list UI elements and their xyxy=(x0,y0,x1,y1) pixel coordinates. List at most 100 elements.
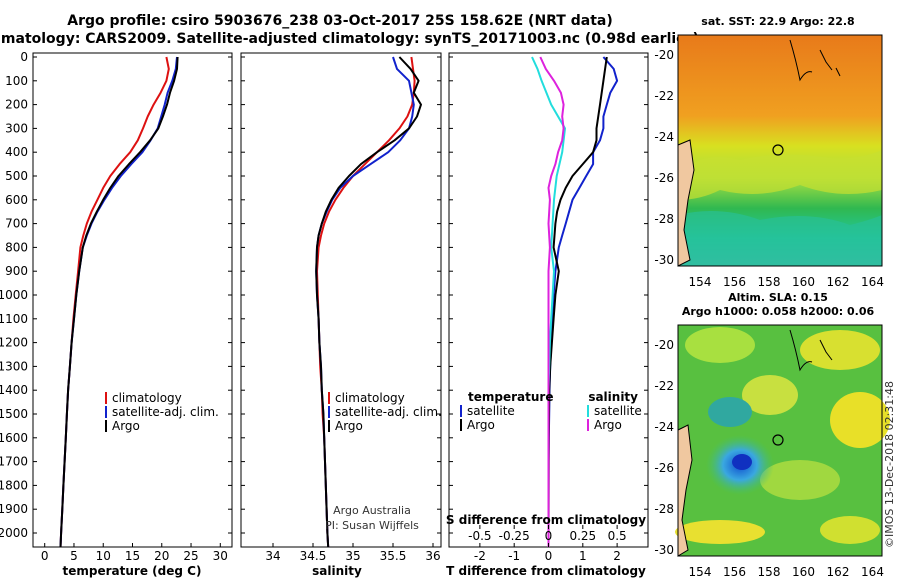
watermark: ©IMOS 13-Dec-2018 02:31:48 xyxy=(883,381,896,548)
s-tick-label: -0.5 xyxy=(468,529,491,543)
reef-outlines xyxy=(789,329,833,372)
legend-satellite-label: satellite-adj. clim. xyxy=(112,405,219,419)
depth-tick-label: 1700 xyxy=(0,455,28,469)
sla-map-title2: Argo h1000: 0.058 h2000: 0.06 xyxy=(682,305,875,318)
credit-line2: PI: Susan Wijffels xyxy=(325,519,419,532)
sla-lon-labels: 154 156 158 160 162 164 xyxy=(689,565,884,579)
series-line-climatology xyxy=(59,56,170,547)
salinity-panel-frame xyxy=(240,52,442,548)
lat-label: -20 xyxy=(654,338,674,352)
lon-label: 156 xyxy=(723,565,746,579)
series-line-satellite-adj-clim- xyxy=(59,56,178,547)
sst-map: sat. SST: 22.9 Argo: 22.8 -20-22-24-26-2… xyxy=(654,15,884,289)
series-line-argo xyxy=(59,56,179,547)
series-line-s-argo xyxy=(539,56,565,547)
figure-title-line1: Argo profile: csiro 5903676_238 03-Oct-2… xyxy=(67,13,613,29)
sla-patch xyxy=(675,520,765,544)
legend-t-satellite-label: satellite xyxy=(467,404,515,418)
depth-tick-label: 1000 xyxy=(0,288,28,302)
lon-label: 162 xyxy=(827,275,850,289)
lat-label: -28 xyxy=(654,502,674,516)
depth-tick-label: 300 xyxy=(5,121,28,135)
reef-outlines xyxy=(789,39,841,82)
series-line-argo xyxy=(315,56,422,547)
s-tick-label: 0 xyxy=(545,529,553,543)
series-line-satellite-adj-clim- xyxy=(315,56,415,547)
depth-tick-label: 700 xyxy=(5,217,28,231)
sla-map: Altim. SLA: 0.15 Argo h1000: 0.058 h2000… xyxy=(654,291,890,579)
coastline xyxy=(677,424,693,557)
sst-lon-labels: 154 156 158 160 162 164 xyxy=(689,275,884,289)
coastline xyxy=(677,139,695,267)
sla-patch xyxy=(830,392,890,448)
lon-label: 154 xyxy=(689,565,712,579)
salinity-legend: climatology satellite-adj. clim. Argo xyxy=(328,391,442,433)
sla-map-frame xyxy=(677,324,883,557)
lon-label: 162 xyxy=(827,565,850,579)
x-tick-label: 30 xyxy=(213,549,228,563)
x-tick-label: 35.5 xyxy=(380,549,407,563)
legend-climatology-label: climatology xyxy=(112,391,182,405)
depth-tick-label: 600 xyxy=(5,193,28,207)
series-line-climatology xyxy=(316,56,416,547)
temperature-plot xyxy=(59,56,179,547)
depth-tick-label: 500 xyxy=(5,169,28,183)
x-tick-label: 15 xyxy=(125,549,140,563)
series-line-s-satellite xyxy=(531,56,566,547)
series-line-t-argo xyxy=(547,56,608,547)
lon-label: 154 xyxy=(689,275,712,289)
sla-eddy-core xyxy=(732,454,752,470)
sla-patch xyxy=(820,516,880,544)
lon-label: 158 xyxy=(758,565,781,579)
lon-label: 158 xyxy=(758,275,781,289)
depth-tick-label: 1900 xyxy=(0,502,28,516)
x-tick-label: 1 xyxy=(579,549,587,563)
lat-label: -24 xyxy=(654,130,674,144)
x-tick-label: 35 xyxy=(345,549,360,563)
sst-map-title: sat. SST: 22.9 Argo: 22.8 xyxy=(701,15,854,28)
depth-tick-label: 1500 xyxy=(0,407,28,421)
credit-line1: Argo Australia xyxy=(333,504,411,517)
sla-patch xyxy=(760,460,840,500)
temperature-axis-label: temperature (deg C) xyxy=(63,564,202,578)
x-tick-label: -1 xyxy=(508,549,520,563)
lat-label: -30 xyxy=(654,543,674,557)
depth-tick-label: 1100 xyxy=(0,312,28,326)
sla-patch xyxy=(742,375,798,415)
depth-tick-label: 2000 xyxy=(0,526,28,540)
argo-float-marker xyxy=(772,434,784,446)
legend-temperature-title: temperature xyxy=(468,390,553,404)
sst-lat-labels: -20 -22 -24 -26 -28 -30 xyxy=(654,48,674,267)
sla-patch xyxy=(708,397,752,427)
lon-label: 164 xyxy=(861,275,884,289)
lon-label: 160 xyxy=(792,275,815,289)
lat-label: -20 xyxy=(654,48,674,62)
s-tick-label: 0.5 xyxy=(608,529,627,543)
s-tick-label: -0.25 xyxy=(499,529,530,543)
x-tick-label: 5 xyxy=(70,549,78,563)
depth-axis-labels: 0 100 200 300 400 500 600 700 800 900 1000 1100 1200… xyxy=(0,50,28,540)
lon-label: 156 xyxy=(723,275,746,289)
x-tick-label: 0 xyxy=(41,549,49,563)
depth-axis-ticks xyxy=(33,56,648,534)
depth-tick-label: 200 xyxy=(5,98,28,112)
sst-band xyxy=(678,150,882,200)
lat-label: -26 xyxy=(654,171,674,185)
series-line-t-satellite xyxy=(547,56,619,547)
difference-legend: temperature satellite Argo salinity sate… xyxy=(460,390,642,432)
depth-tick-label: 1200 xyxy=(0,336,28,350)
legend-salinity-title: salinity xyxy=(588,390,638,404)
x-tick-label: 0 xyxy=(545,549,553,563)
x-tick-label: 25 xyxy=(183,549,198,563)
x-tick-label: 20 xyxy=(154,549,169,563)
s-tick-label: 0.25 xyxy=(569,529,596,543)
depth-tick-label: 1600 xyxy=(0,431,28,445)
lon-label: 164 xyxy=(861,565,884,579)
lat-label: -26 xyxy=(654,461,674,475)
temperature-panel-frame xyxy=(32,52,233,548)
sla-map-title1: Altim. SLA: 0.15 xyxy=(728,291,828,304)
depth-tick-label: 1800 xyxy=(0,478,28,492)
lat-label: -30 xyxy=(654,253,674,267)
sla-patch xyxy=(685,327,755,363)
